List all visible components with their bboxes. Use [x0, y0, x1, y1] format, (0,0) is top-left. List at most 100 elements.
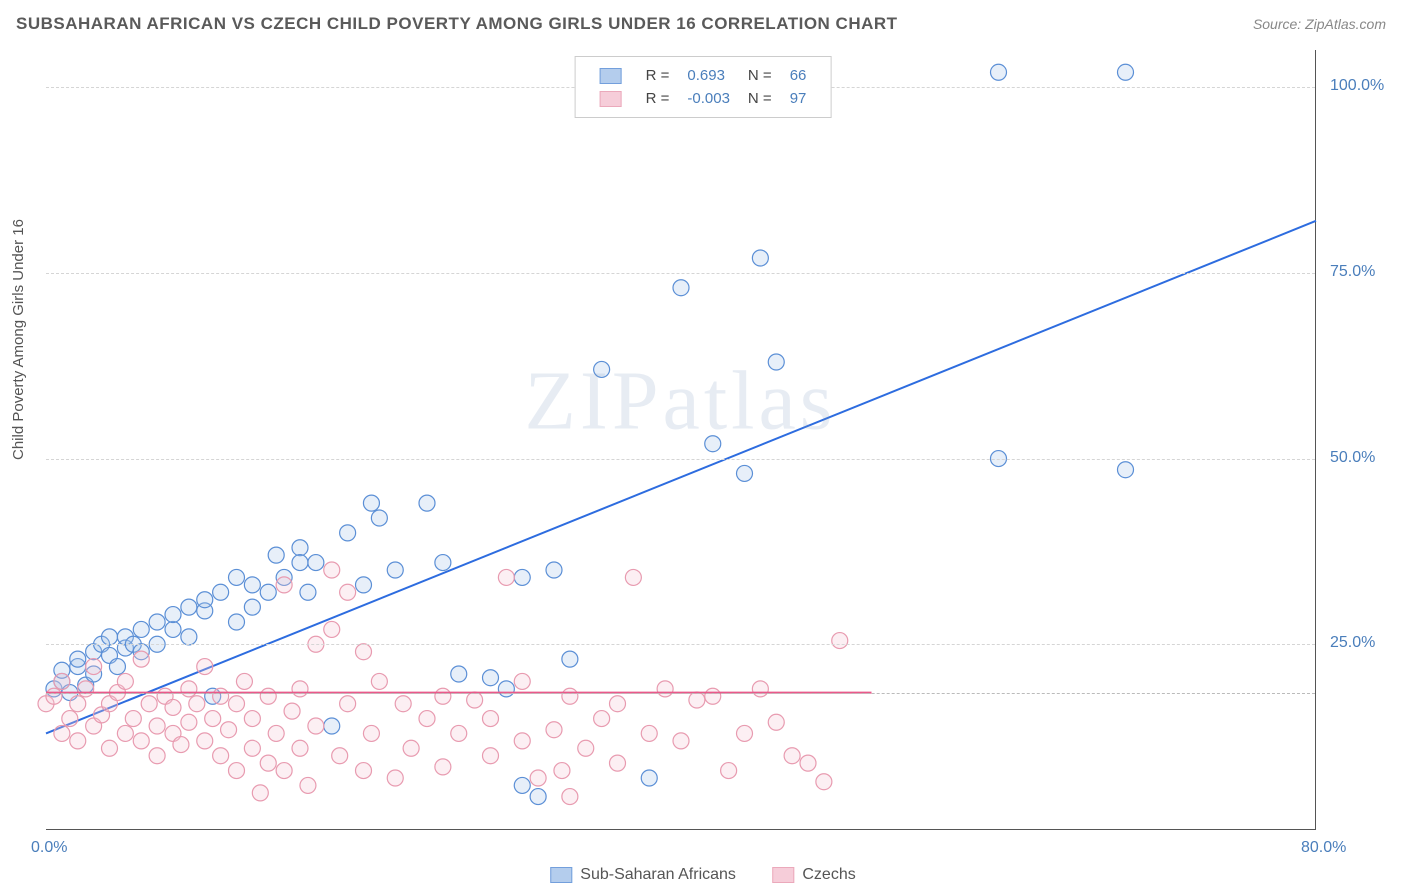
scatter-point: [236, 673, 252, 689]
scatter-point: [244, 599, 260, 615]
legend-row-series-1: R = -0.003 N = 97: [592, 88, 815, 109]
chart-title: SUBSAHARAN AFRICAN VS CZECH CHILD POVERT…: [16, 14, 898, 34]
scatter-point: [610, 696, 626, 712]
scatter-point: [1118, 64, 1134, 80]
scatter-point: [213, 688, 229, 704]
scatter-point: [197, 592, 213, 608]
legend-r-label-1: R =: [638, 88, 678, 109]
scatter-point: [435, 688, 451, 704]
scatter-point: [673, 280, 689, 296]
scatter-point: [78, 681, 94, 697]
scatter-point: [356, 644, 372, 660]
scatter-point: [673, 733, 689, 749]
scatter-point: [300, 777, 316, 793]
scatter-point: [721, 763, 737, 779]
y-tick-label: 75.0%: [1330, 263, 1400, 281]
legend-row-series-0: R = 0.693 N = 66: [592, 65, 815, 86]
scatter-point: [181, 599, 197, 615]
scatter-point: [419, 495, 435, 511]
scatter-point: [276, 577, 292, 593]
scatter-point: [657, 681, 673, 697]
scatter-point: [435, 759, 451, 775]
scatter-point: [340, 696, 356, 712]
scatter-point: [173, 737, 189, 753]
scatter-point: [363, 495, 379, 511]
legend-stats: R = 0.693 N = 66 R = -0.003 N = 97: [575, 56, 832, 118]
scatter-point: [229, 569, 245, 585]
scatter-point: [252, 785, 268, 801]
scatter-point: [117, 673, 133, 689]
scatter-point: [102, 629, 118, 645]
scatter-point: [292, 540, 308, 556]
scatter-point: [181, 714, 197, 730]
scatter-point: [705, 436, 721, 452]
scatter-point: [70, 651, 86, 667]
y-tick-label: 50.0%: [1330, 449, 1400, 467]
scatter-point: [816, 774, 832, 790]
scatter-point: [514, 569, 530, 585]
scatter-point: [221, 722, 237, 738]
scatter-point: [991, 64, 1007, 80]
scatter-point: [62, 711, 78, 727]
scatter-point: [752, 250, 768, 266]
scatter-svg: [46, 50, 1315, 829]
scatter-point: [371, 510, 387, 526]
scatter-point: [165, 699, 181, 715]
scatter-point: [197, 733, 213, 749]
scatter-point: [54, 725, 70, 741]
scatter-point: [244, 711, 260, 727]
scatter-point: [387, 562, 403, 578]
scatter-point: [562, 651, 578, 667]
y-axis-label: Child Poverty Among Girls Under 16: [10, 219, 27, 460]
legend-n-label-1: N =: [740, 88, 780, 109]
legend-item-1: Czechs: [772, 866, 855, 884]
scatter-point: [387, 770, 403, 786]
scatter-point: [86, 659, 102, 675]
scatter-point: [554, 763, 570, 779]
scatter-point: [467, 692, 483, 708]
scatter-point: [705, 688, 721, 704]
scatter-point: [149, 748, 165, 764]
scatter-point: [300, 584, 316, 600]
scatter-point: [356, 763, 372, 779]
scatter-point: [70, 696, 86, 712]
scatter-point: [308, 555, 324, 571]
legend-n-value-0: 66: [782, 65, 815, 86]
scatter-point: [641, 770, 657, 786]
scatter-point: [514, 673, 530, 689]
scatter-point: [197, 659, 213, 675]
scatter-point: [229, 614, 245, 630]
scatter-point: [784, 748, 800, 764]
scatter-point: [451, 666, 467, 682]
scatter-point: [562, 688, 578, 704]
y-tick-label: 100.0%: [1330, 77, 1400, 95]
legend-n-label-0: N =: [740, 65, 780, 86]
x-tick-label: 0.0%: [31, 839, 67, 857]
scatter-point: [213, 584, 229, 600]
scatter-point: [332, 748, 348, 764]
scatter-point: [149, 718, 165, 734]
scatter-point: [141, 696, 157, 712]
scatter-point: [229, 696, 245, 712]
scatter-point: [594, 711, 610, 727]
scatter-point: [260, 755, 276, 771]
scatter-point: [133, 621, 149, 637]
scatter-point: [324, 621, 340, 637]
legend-bottom-swatch-0: [550, 867, 572, 883]
scatter-point: [625, 569, 641, 585]
scatter-point: [800, 755, 816, 771]
legend-r-label-0: R =: [638, 65, 678, 86]
scatter-point: [165, 621, 181, 637]
scatter-point: [530, 770, 546, 786]
scatter-point: [768, 354, 784, 370]
scatter-point: [284, 703, 300, 719]
plot-area: ZIPatlas 25.0%50.0%75.0%100.0%0.0%80.0%: [46, 50, 1316, 830]
scatter-point: [689, 692, 705, 708]
scatter-point: [260, 584, 276, 600]
scatter-point: [181, 629, 197, 645]
scatter-point: [181, 681, 197, 697]
scatter-point: [46, 688, 62, 704]
legend-bottom-label-0: Sub-Saharan Africans: [580, 866, 736, 883]
scatter-point: [371, 673, 387, 689]
scatter-point: [768, 714, 784, 730]
